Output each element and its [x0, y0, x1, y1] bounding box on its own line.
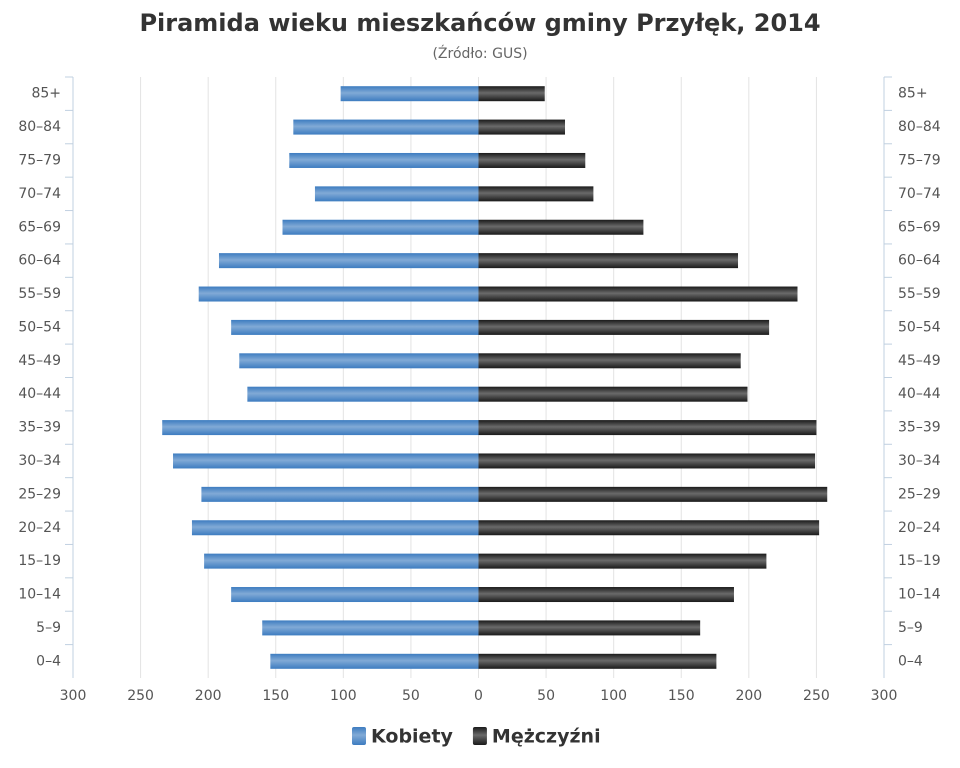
y-tick-label-right: 0–4: [898, 653, 923, 669]
y-tick-label-right: 35–39: [898, 420, 941, 436]
legend-label: Mężczyźni: [492, 726, 601, 748]
y-tick-label-right: 75–79: [898, 152, 941, 168]
x-tick-label: 100: [600, 688, 627, 704]
bar: [478, 486, 828, 502]
bar: [314, 186, 479, 202]
chart-title: Piramida wieku mieszkańców gminy Przyłęk…: [139, 9, 820, 37]
chart-subtitle: (Źródło: GUS): [432, 44, 527, 62]
x-tick-label: 0: [474, 688, 483, 704]
bar: [239, 353, 479, 369]
y-tick-label-right: 80–84: [898, 119, 941, 135]
y-tick-label-right: 45–49: [898, 353, 941, 369]
y-tick-label-right: 50–54: [898, 319, 941, 335]
y-tick-label: 45–49: [18, 353, 61, 369]
y-tick-label: 30–34: [18, 453, 61, 469]
bar: [478, 520, 820, 536]
y-tick-label: 85+: [31, 86, 61, 102]
legend-swatch: [352, 727, 366, 745]
y-tick-label: 5–9: [36, 620, 61, 636]
bar: [247, 386, 479, 402]
x-tick-label: 250: [127, 688, 154, 704]
bar: [478, 152, 586, 168]
bar: [478, 620, 701, 636]
bar: [191, 520, 479, 536]
x-tick-label: 300: [60, 688, 87, 704]
bar: [201, 486, 479, 502]
bar: [340, 86, 479, 102]
y-tick-label-right: 20–24: [898, 520, 941, 536]
y-tick-label-right: 15–19: [898, 553, 941, 569]
y-tick-label-right: 5–9: [898, 620, 923, 636]
y-tick-label: 70–74: [18, 186, 61, 202]
y-tick-label-right: 30–34: [898, 453, 941, 469]
legend-swatch: [472, 727, 487, 745]
x-tick-label: 50: [537, 688, 555, 704]
bar: [478, 453, 816, 469]
y-tick-label: 55–59: [18, 286, 61, 302]
y-tick-label: 0–4: [36, 653, 61, 669]
bar: [478, 653, 717, 669]
y-tick-label-right: 40–44: [898, 386, 941, 402]
bar: [478, 286, 798, 302]
bar: [231, 587, 479, 603]
bar: [478, 319, 770, 335]
y-tick-label: 60–64: [18, 253, 61, 269]
y-tick-label-right: 85+: [898, 86, 928, 102]
y-tick-label-right: 70–74: [898, 186, 941, 202]
bar: [262, 620, 479, 636]
bar: [478, 553, 767, 569]
y-tick-label-right: 25–29: [898, 486, 941, 502]
y-tick-label: 80–84: [18, 119, 61, 135]
bar: [478, 186, 594, 202]
bar: [218, 253, 479, 269]
x-tick-label: 200: [195, 688, 222, 704]
y-tick-label: 40–44: [18, 386, 61, 402]
y-tick-label-right: 60–64: [898, 253, 941, 269]
bar: [478, 353, 741, 369]
y-tick-label: 35–39: [18, 420, 61, 436]
bar: [270, 653, 479, 669]
bar: [204, 553, 479, 569]
y-tick-label: 65–69: [18, 219, 61, 235]
x-tick-label: 100: [330, 688, 357, 704]
bar: [282, 219, 479, 235]
x-tick-label: 150: [262, 688, 289, 704]
y-tick-label: 10–14: [18, 587, 61, 603]
bar: [478, 420, 817, 436]
bar: [478, 253, 739, 269]
bar: [478, 219, 644, 235]
x-tick-label: 150: [668, 688, 695, 704]
x-tick-label: 300: [871, 688, 898, 704]
bar: [293, 119, 479, 135]
bar: [173, 453, 479, 469]
y-tick-label-right: 55–59: [898, 286, 941, 302]
x-tick-label: 250: [803, 688, 830, 704]
bar: [478, 86, 545, 102]
x-tick-label: 50: [402, 688, 420, 704]
y-tick-label: 15–19: [18, 553, 61, 569]
y-tick-label: 25–29: [18, 486, 61, 502]
bar: [162, 420, 479, 436]
y-tick-label-right: 10–14: [898, 587, 941, 603]
bar: [478, 119, 566, 135]
y-tick-label-right: 65–69: [898, 219, 941, 235]
y-tick-label: 50–54: [18, 319, 61, 335]
bar: [478, 587, 734, 603]
bar: [231, 319, 479, 335]
legend-label: Kobiety: [371, 726, 454, 748]
bar: [289, 152, 479, 168]
x-tick-label: 200: [735, 688, 762, 704]
y-tick-label: 75–79: [18, 152, 61, 168]
y-tick-label: 20–24: [18, 520, 61, 536]
bar: [478, 386, 748, 402]
bar: [198, 286, 479, 302]
